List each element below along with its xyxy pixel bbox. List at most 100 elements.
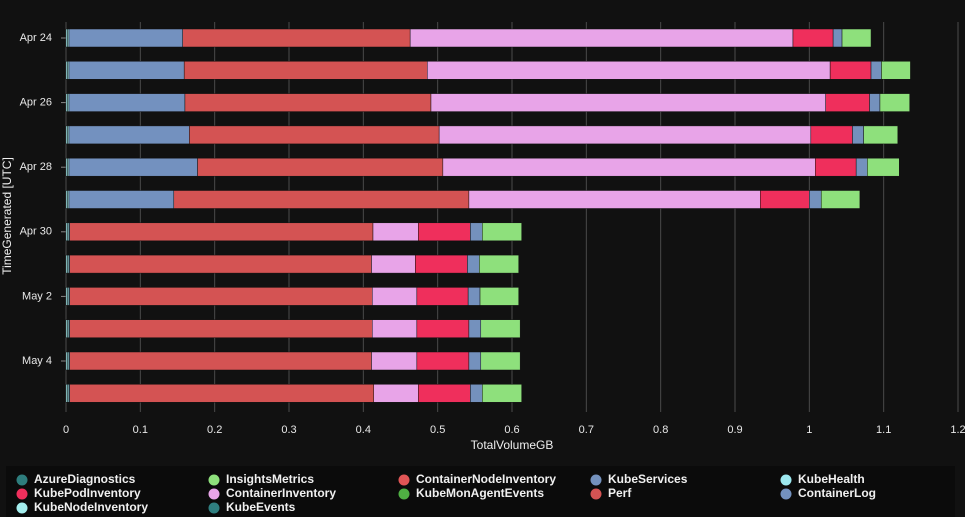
bar-segment [68,157,198,177]
bar-segment [69,222,374,242]
bar-segment [418,222,471,242]
bar-segment [409,28,794,48]
bar-segment [482,384,522,403]
bar-segment [468,319,482,338]
bar-segment [760,190,810,209]
bar-segment [815,157,857,177]
x-tick-label: 0 [63,424,69,436]
x-tick-label: 0.2 [207,424,222,436]
x-tick-label: 1.2 [950,424,965,436]
bar-segment [832,28,843,48]
bar-segment [870,61,882,80]
bar-segment [869,93,881,112]
legend-label: ContainerLog [798,486,876,500]
bar-segment [427,61,831,80]
x-tick-label: 0.6 [504,424,519,436]
bar-segment [184,93,432,112]
y-tick-label: Apr 24 [20,32,52,44]
y-tick-label: May 2 [22,290,52,302]
bar-segment [867,157,900,177]
bar-segment [881,61,911,80]
bar-segment [183,61,428,80]
legend-label: ContainerNodeInventory [416,472,556,486]
bar-segment [69,319,373,338]
bar-segment [829,61,872,80]
bar-segment [371,254,416,274]
bar-segment [480,351,521,371]
bar-segment [68,93,186,112]
bar-segment [416,319,470,338]
bar-segment [415,254,468,274]
bar-segment [69,351,372,371]
bar-segment [809,190,822,209]
bar-segment [482,222,522,242]
bar-segment [467,287,481,306]
bar-segment [69,287,373,306]
legend-marker [208,502,220,514]
legend-label: KubeServices [608,472,688,486]
bar-segment [372,222,419,242]
bar-segment [69,254,372,274]
bar-segment [470,222,483,242]
bar-segment [438,125,812,145]
bar-segment [372,319,418,338]
bar-segment [479,254,519,274]
bar-segment [68,190,175,209]
bar-segment [852,125,864,145]
legend-label: KubeEvents [226,500,296,514]
bar-segment [479,287,519,306]
bar-segment [430,93,826,112]
legend-label: KubeMonAgentEvents [416,486,544,500]
bar-segment [863,125,899,145]
x-tick-label: 0.7 [579,424,594,436]
bar-segment [68,125,190,145]
bar-segment [371,351,418,371]
legend-marker [398,488,410,500]
bar-segment [68,61,185,80]
bar-segment [416,351,470,371]
bar-segment [810,125,853,145]
bar-segment [468,351,482,371]
bar-segment [467,254,480,274]
legend-label: AzureDiagnostics [34,472,136,486]
x-tick-label: 1 [806,424,812,436]
x-axis-label: TotalVolumeGB [471,438,554,452]
x-tick-label: 0.4 [356,424,371,436]
legend-label: KubeHealth [798,472,865,486]
legend-marker [780,474,792,486]
y-axis-label: TimeGenerated [UTC] [0,157,14,275]
legend-label: KubeNodeInventory [34,500,148,514]
legend-label: KubePodInventory [34,486,141,500]
legend-marker [208,488,220,500]
legend-marker [16,474,28,486]
y-tick-label: Apr 26 [20,97,52,109]
legend-label: ContainerInventory [226,486,336,500]
y-tick-label: Apr 30 [20,226,52,238]
bar-segment [182,28,411,48]
x-tick-label: 0.8 [653,424,668,436]
bar-segment [68,28,183,48]
bar-segment [197,157,444,177]
legend-marker [208,474,220,486]
bar-segment [480,319,521,338]
bar-segment [855,157,868,177]
bar-segment [820,190,861,209]
bar-segment [792,28,834,48]
legend-label: Perf [608,486,632,500]
x-tick-label: 0.9 [727,424,742,436]
y-tick-label: Apr 28 [20,161,52,173]
bar-segment [442,157,816,177]
bar-segment [372,287,418,306]
x-tick-label: 1.1 [876,424,891,436]
bar-segment [173,190,470,209]
bar-segment [879,93,910,112]
x-tick-label: 0.1 [133,424,148,436]
y-tick-label: May 4 [22,355,52,367]
x-tick-label: 0.3 [281,424,296,436]
legend-marker [16,502,28,514]
bar-segment [468,190,761,209]
bar-segment [189,125,440,145]
legend-box [6,466,955,517]
bar-segment [416,287,469,306]
